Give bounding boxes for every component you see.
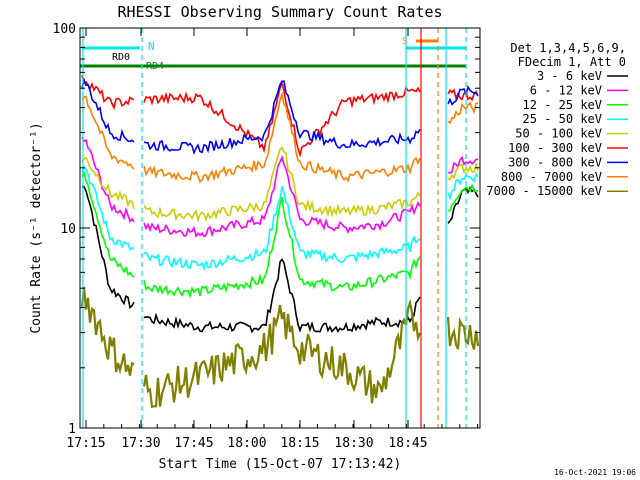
overlay-layer: N RD0 RD4 S (80, 28, 467, 428)
series-line-8 (81, 91, 479, 184)
y-tick-label: 100 (53, 22, 76, 37)
legend-header-line-1: Det 1,3,4,5,6,9, (510, 41, 626, 55)
legend-label: 800 - 7000 keV (501, 170, 602, 184)
x-axis-label: Start Time (15-Oct-07 17:13:42) (159, 457, 402, 472)
series-line-6 (81, 75, 479, 158)
y-axis: 1 10 100 (53, 22, 480, 437)
series-line-2 (81, 136, 479, 239)
series-line-9 (80, 286, 480, 409)
series-layer (80, 75, 480, 409)
legend-header-line-2: FDecim 1, Att 0 (518, 55, 626, 69)
x-tick-label: 18:30 (334, 436, 373, 451)
series-line-3 (81, 170, 479, 299)
x-tick-label: 17:45 (174, 436, 213, 451)
legend-label: 100 - 300 keV (508, 141, 602, 155)
legend-label: 6 - 12 keV (530, 83, 602, 97)
annotation-n: N (148, 40, 155, 53)
x-tick-label: 18:15 (280, 436, 319, 451)
x-tick-label: 18:00 (227, 436, 266, 451)
footer-timestamp: 16-Oct-2021 19:06 (554, 468, 636, 477)
x-tick-label: 18:45 (388, 436, 427, 451)
chart-title: RHESSI Observing Summary Count Rates (117, 3, 442, 21)
annotation-s: S (402, 36, 408, 47)
annotation-rd4: RD4 (146, 61, 164, 72)
legend-label: 25 - 50 keV (523, 112, 602, 126)
y-tick-label: 10 (60, 222, 76, 237)
x-tick-label: 17:30 (121, 436, 160, 451)
series-line-5 (81, 146, 479, 223)
legend-label: 12 - 25 keV (523, 98, 602, 112)
legend-label: 50 - 100 keV (515, 127, 602, 141)
y-tick-label: 1 (68, 422, 76, 437)
legend-label: 3 - 6 keV (537, 69, 602, 83)
series-line-7 (81, 77, 479, 155)
y-axis-label: Count Rate (s⁻¹ detector⁻¹) (29, 122, 44, 333)
legend-label: 7000 - 15000 keV (486, 184, 602, 198)
legend-label: 300 - 800 keV (508, 155, 602, 169)
annotation-rd0: RD0 (112, 52, 130, 63)
series-line-4 (81, 165, 479, 272)
x-axis: 17:15 17:30 17:45 18:00 18:15 18:30 18:45 (66, 28, 479, 451)
x-tick-label: 17:15 (66, 436, 105, 451)
